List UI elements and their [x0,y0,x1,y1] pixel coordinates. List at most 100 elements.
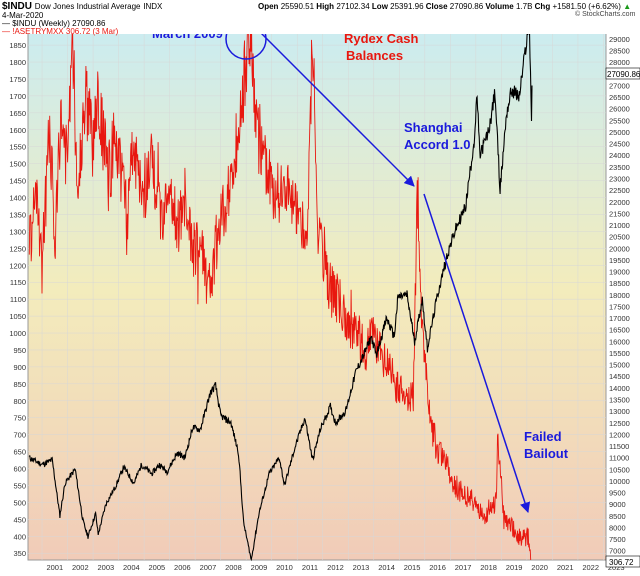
annotation-shanghai-line1: Shanghai [404,120,463,135]
right-tick-label: 10500 [609,465,630,474]
right-tick-label: 25500 [609,116,630,125]
left-tick-label: 1350 [9,210,26,219]
right-tick-label: 22000 [609,198,630,207]
grid-lines [28,18,606,560]
ohlc-line: Open 25590.51 High 27102.34 Low 25391.96… [258,2,631,11]
right-tick-label: 17000 [609,314,630,323]
left-tick-label: 500 [13,498,26,507]
right-tick-label: 12500 [609,419,630,428]
left-tick-label: 1450 [9,177,26,186]
x-tick-label: 2011 [302,563,318,572]
right-tick-label: 18000 [609,291,630,300]
x-tick-label: 2016 [429,563,446,572]
chart-header: $INDU Dow Jones Industrial Average INDX … [0,0,640,36]
left-tick-label: 700 [13,431,26,440]
right-tick-label: 11000 [609,454,629,463]
x-axis-ticks: 2001 2002 2003 2004 2005 2006 2007 2008 2009 2010… [46,563,624,572]
left-tick-label: 1850 [9,41,26,50]
left-tick-label: 350 [13,549,26,558]
annotation-failed-line2: Bailout [524,446,569,461]
right-tick-label: 9000 [609,500,626,509]
right-tick-label: 19000 [609,268,630,277]
x-tick-label: 2003 [97,563,114,572]
right-tick-label: 15000 [609,361,630,370]
left-tick-label: 1150 [10,278,26,287]
left-tick-label: 1600 [9,126,26,135]
annotation-shanghai-line2: Accord 1.0 [404,137,470,152]
close-value: 27090.86 [449,2,484,11]
right-tick-label: 23000 [609,175,630,184]
x-tick-label: 2020 [531,563,548,572]
symbol: $INDU [2,1,33,12]
low-value: 25391.96 [390,2,424,11]
legend-indu: — $INDU (Weekly) 27090.86 [2,19,106,28]
right-tick-label: 11500 [609,442,629,451]
right-tick-label: 14500 [609,372,630,381]
left-tick-label: 600 [13,465,26,474]
x-tick-label: 2013 [353,563,370,572]
date-label: 4-Mar-2020 [2,11,44,20]
x-tick-label: 2010 [276,563,293,572]
high-value: 27102.34 [336,2,370,11]
left-tick-label: 800 [13,397,26,406]
x-tick-label: 2005 [149,563,166,572]
right-tick-label: 19500 [609,256,630,265]
right-tick-label: 18500 [609,279,630,288]
legend-rydex: — !ASETRYMXX 306.72 (3 Mar) [2,27,119,36]
right-tick-label: 24500 [609,140,630,149]
left-tick-label: 550 [13,481,26,490]
x-tick-label: 2021 [557,563,574,572]
right-tick-label: 8000 [609,523,626,532]
right-axis-ticks: 7000 7500 8000 8500 9000 9500 10000 10500 11000 1… [609,23,630,555]
chg-value: +1581.50 (+6.62%) [552,2,621,11]
x-tick-label: 2009 [251,563,268,572]
left-tick-label: 400 [13,532,26,541]
left-tick-label: 750 [13,414,26,423]
right-tick-label: 29000 [609,35,630,44]
right-tick-label: 16500 [609,326,630,335]
low-label: Low [371,2,388,11]
right-tick-label: 8500 [609,512,626,521]
right-tick-label: 26500 [609,93,630,102]
left-tick-label: 1100 [10,295,26,304]
left-tick-label: 1050 [9,312,26,321]
annotation-rydex-line1: Rydex Cash [344,31,418,46]
left-tick-label: 1750 [9,75,26,84]
right-tick-label: 28000 [609,58,630,67]
x-tick-label: 2012 [327,563,344,572]
right-tick-label: 14000 [609,384,630,393]
right-tick-label: 13000 [609,407,630,416]
right-tick-label: 25000 [609,128,630,137]
left-tick-label: 1000 [9,329,26,338]
left-tick-label: 950 [13,346,26,355]
left-tick-label: 1300 [9,227,26,236]
rydex-last-value-tag: 306.72 [609,558,634,567]
chg-up-arrow-icon: ▲ [623,2,632,11]
volume-label: Volume [485,2,514,11]
stockcharts-brand: © StockCharts.com [575,11,636,18]
chg-label: Chg [534,2,551,11]
left-tick-label: 1650 [9,109,26,118]
x-tick-label: 2014 [378,563,395,572]
arrow-2015-to-2020 [423,193,531,513]
right-tick-label: 12000 [609,430,630,439]
rydex-last-value-tag-bg [605,555,640,568]
right-tick-label: 21000 [609,221,630,230]
indu-last-value-tag: 27090.86 [607,70,640,79]
rydex-cash-series-line [28,17,532,561]
x-tick-label: 2017 [455,563,472,572]
right-tick-label: 10000 [609,477,630,486]
open-label: Open [258,2,279,11]
right-tick-label: 15500 [609,349,630,358]
indu-series-line [28,24,533,562]
left-tick-label: 1550 [9,143,26,152]
open-value: 25590.51 [280,2,315,11]
left-tick-label: 850 [13,380,26,389]
right-tick-label: 27000 [609,81,630,90]
left-tick-label: 1700 [9,92,26,101]
x-tick-label: 2023 [608,563,625,572]
right-tick-label: 20000 [609,244,630,253]
index-name: Dow Jones Industrial Average [34,2,141,11]
right-tick-label: 21500 [609,209,630,218]
